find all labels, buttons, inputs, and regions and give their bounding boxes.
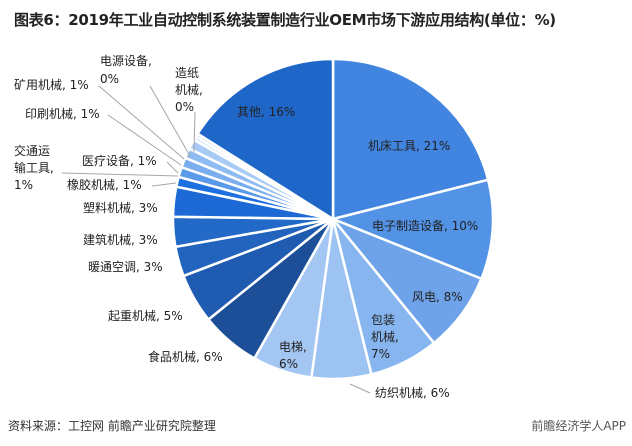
data-label: 电梯,: [279, 340, 307, 354]
brand-watermark: 前瞻经济学人APP: [531, 419, 626, 433]
data-label: 其他, 16%: [237, 105, 295, 119]
data-label: 输工具,: [14, 160, 54, 175]
chart-title: 图表6：2019年工业自动控制系统装置制造行业OEM市场下游应用结构(单位：%): [14, 11, 556, 29]
leader-line: [61, 172, 179, 177]
data-label: 风电, 8%: [412, 290, 463, 304]
data-label: 暖通空调, 3%: [88, 260, 163, 274]
data-label: 机床工具, 21%: [368, 139, 450, 153]
data-label: 1%: [14, 178, 33, 192]
data-label: 0%: [100, 72, 119, 86]
data-label: 7%: [371, 347, 390, 361]
data-label: 造纸: [175, 66, 199, 80]
source-note: 资料来源：工控网 前瞻产业研究院整理: [8, 419, 216, 433]
data-label: 电子制造设备, 10%: [372, 219, 478, 233]
leader-line: [166, 161, 179, 174]
data-label: 包装: [371, 313, 395, 327]
data-label: 塑料机械, 3%: [83, 200, 158, 215]
data-label: 橡胶机械, 1%: [67, 177, 142, 192]
data-label: 0%: [175, 100, 194, 114]
data-label: 交通运: [14, 143, 50, 158]
leader-line: [149, 85, 191, 157]
data-label: 机械,: [371, 329, 399, 344]
pie-slice-电子制造设备: [328, 178, 495, 281]
data-label: 机械,: [175, 82, 203, 97]
leader-line: [349, 383, 371, 394]
leader-line: [98, 85, 185, 160]
data-label: 起重机械, 5%: [108, 308, 183, 323]
pie-slice-其他: [195, 57, 335, 222]
data-label: 医疗设备, 1%: [82, 154, 157, 168]
leader-line: [107, 114, 182, 166]
data-label: 建筑机械, 3%: [83, 232, 158, 247]
data-label: 纺织机械, 6%: [375, 385, 450, 400]
data-label: 印刷机械, 1%: [25, 106, 100, 121]
data-label: 食品机械, 6%: [148, 349, 223, 364]
data-label: 矿用机械, 1%: [14, 77, 89, 92]
data-label: 电源设备,: [100, 54, 152, 68]
leader-line: [151, 182, 177, 187]
pie-slice-机床工具: [331, 57, 490, 221]
data-label: 6%: [279, 357, 298, 371]
leader-line: [193, 111, 196, 153]
